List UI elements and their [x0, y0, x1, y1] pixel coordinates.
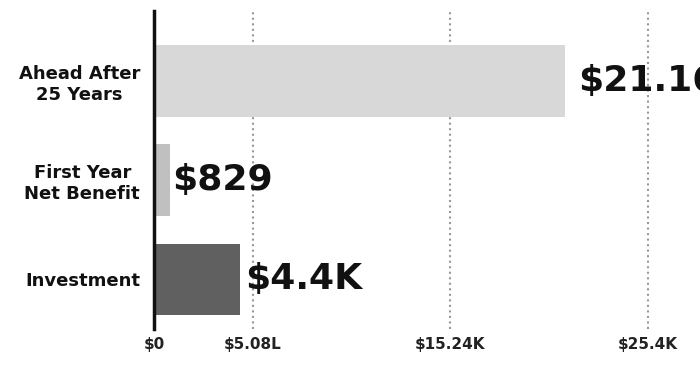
Text: $829: $829 — [172, 163, 273, 197]
Bar — [154, 144, 170, 216]
Bar — [154, 244, 239, 315]
Bar — [154, 45, 566, 117]
Text: $4.4K: $4.4K — [246, 263, 363, 297]
Text: $21.16K: $21.16K — [578, 64, 700, 98]
